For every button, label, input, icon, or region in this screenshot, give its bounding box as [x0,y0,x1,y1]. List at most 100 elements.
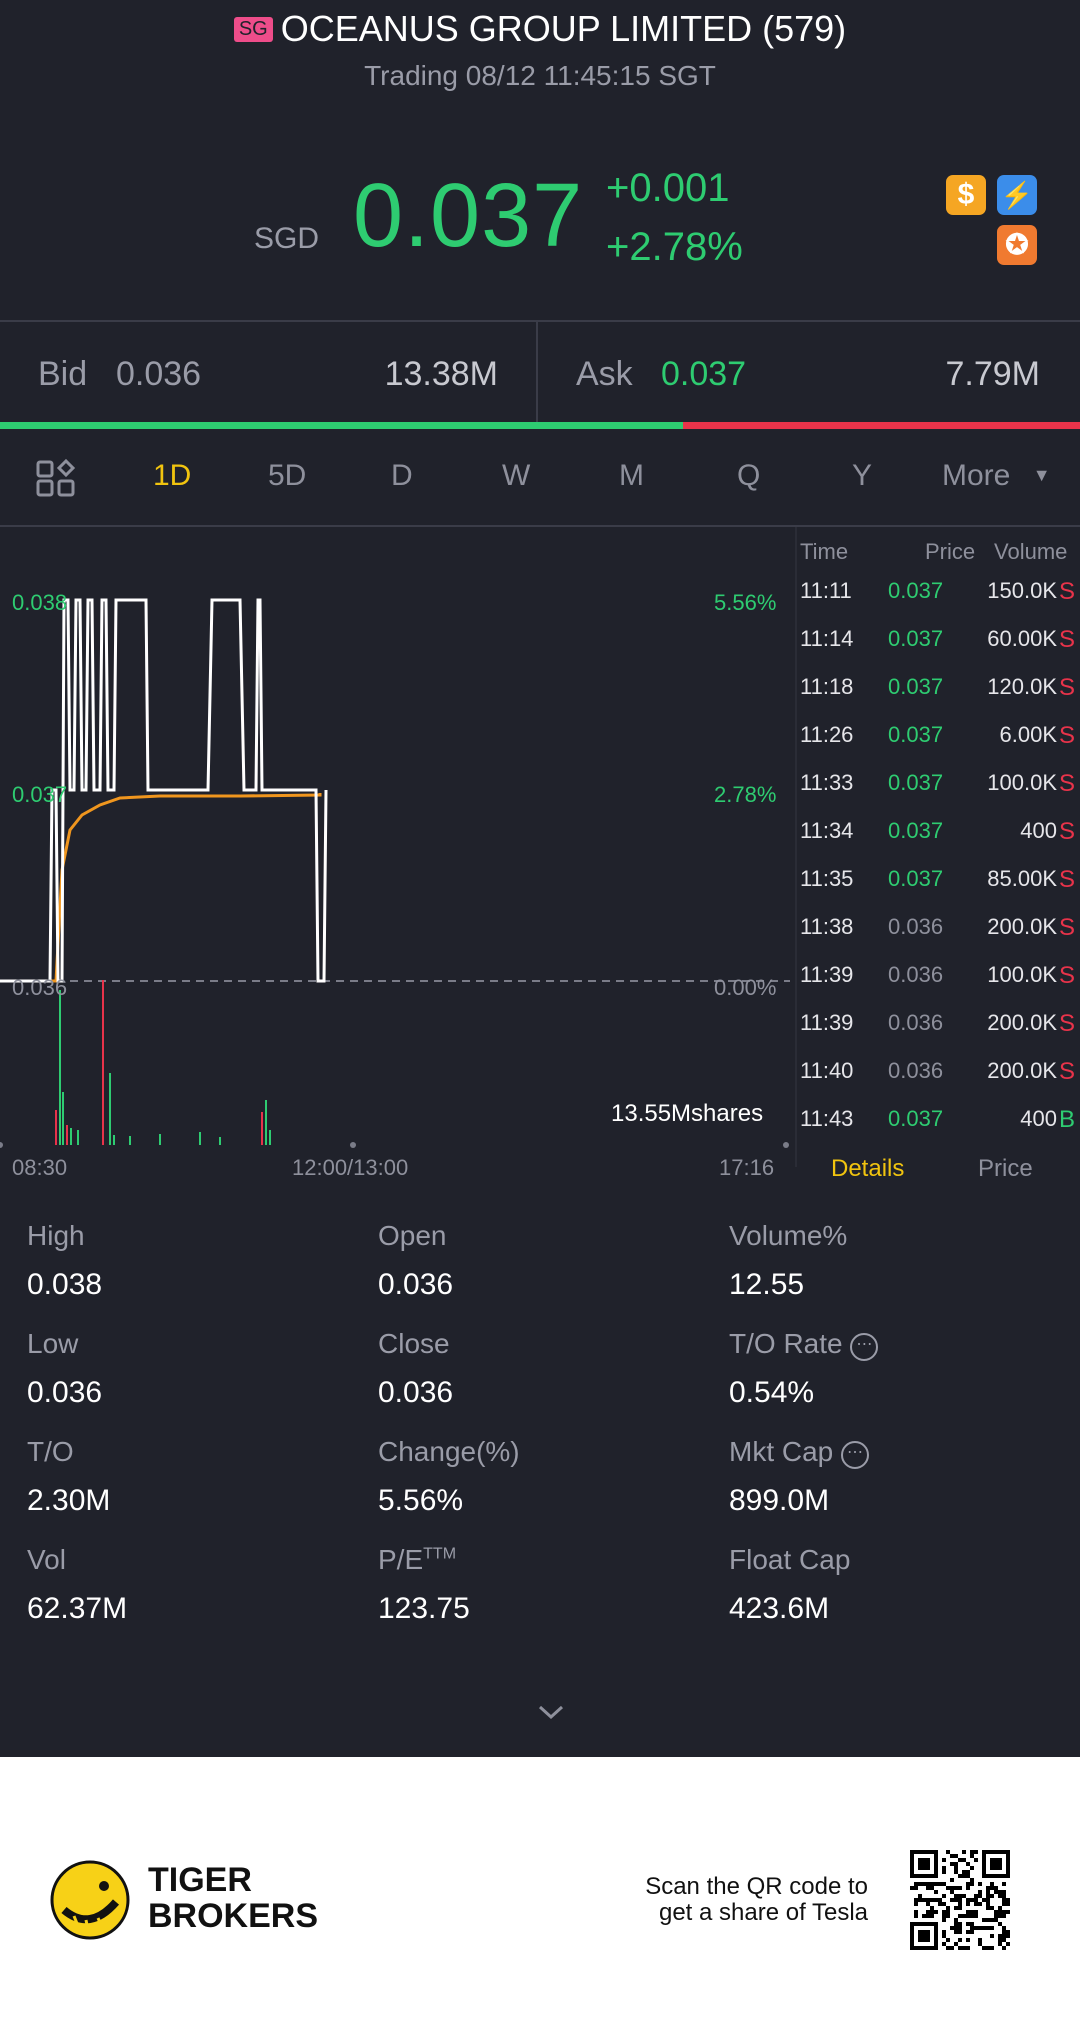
trade-volume: 200.0K [987,914,1057,939]
y-tick-low: 0.036 [12,975,68,1000]
ask-ratio-bar [683,422,1080,429]
trade-side: S [1058,914,1075,941]
info-icon[interactable]: ⋯ [850,1333,879,1361]
trade-price: 0.037 [888,578,944,603]
trades-header-volume: Volume [994,539,1068,564]
volume-total: 13.55Mshares [611,1100,764,1127]
trade-time: 11:38 [800,914,854,939]
stat-vol-value: 62.37M [27,1592,128,1625]
trade-volume: 200.0K [987,1010,1057,1035]
pe-label-sup: TTM [423,1545,457,1563]
trade-side: S [1058,674,1075,701]
pct-tick-low: 0.00% [714,975,777,1000]
y-tick-mid: 0.037 [12,782,68,807]
trade-price: 0.037 [888,818,944,843]
trade-row: 11:38 0.036 200.0K S [800,914,1075,944]
pe-label-text: P/E [378,1544,424,1575]
expand-chevron-icon[interactable] [537,1702,565,1722]
stat-pe-label: P/ETTM [378,1544,456,1576]
divider [536,322,538,422]
tab-more[interactable]: More ▼ [942,459,1051,493]
tab-price[interactable]: Price [978,1155,1033,1182]
ask-volume: 7.79M [945,355,1041,393]
tab-details[interactable]: Details [831,1155,905,1182]
ask-label: Ask [576,355,633,393]
stat-to-label: T/O [27,1436,74,1467]
divider [795,527,797,1167]
trade-time: 11:26 [800,722,854,747]
trade-row: 11:14 0.037 60.00K S [800,626,1075,656]
trade-side: S [1058,578,1075,605]
stat-changepct-value: 5.56% [378,1484,464,1517]
trade-time: 11:11 [800,578,852,603]
tab-5d[interactable]: 5D [268,459,307,492]
stat-high-label: High [27,1220,85,1251]
trade-side: S [1058,722,1075,749]
stat-vol-label: Vol [27,1544,66,1575]
trade-volume: 6.00K [999,722,1058,747]
bid-price: 0.036 [116,355,202,393]
trade-volume: 100.0K [987,770,1057,795]
stat-volpct-value: 12.55 [729,1268,805,1301]
volume-bars [55,980,271,1145]
trade-side: S [1058,866,1075,893]
x-tick-close: 17:16 [719,1155,775,1180]
stock-name: OCEANUS GROUP LIMITED (579) [280,8,847,49]
tab-y[interactable]: Y [852,459,873,492]
promo-line-1: Scan the QR code to [645,1873,868,1900]
trade-side: S [1058,1058,1075,1085]
promo-footer [0,1757,1080,2044]
trade-row: 11:34 0.037 400 S [800,818,1075,848]
trade-side: S [1058,1010,1075,1037]
tiger-logo-icon [50,1860,130,1940]
stat-changepct-label: Change(%) [378,1436,520,1467]
brand-name: TIGER BROKERS [148,1862,318,1934]
tab-d[interactable]: D [391,459,413,492]
trade-row: 11:43 0.037 400 B [800,1106,1075,1136]
qr-code[interactable] [910,1850,1010,1950]
trade-time: 11:43 [800,1106,854,1131]
tab-1d[interactable]: 1D [153,459,192,492]
options-icon[interactable]: ✪ [997,225,1037,265]
bid-ratio-bar [0,422,683,429]
promo-line-2: get a share of Tesla [658,1899,868,1926]
trade-time: 11:39 [800,1010,854,1035]
trade-side: S [1058,818,1075,845]
trades-header-time: Time [800,539,849,564]
promo-text: Scan the QR code to get a share of Tesla [560,1874,868,1926]
market-flag-badge: SG [233,17,273,42]
trade-time: 11:14 [800,626,854,651]
trade-price: 0.036 [888,914,944,939]
pct-tick-high: 5.56% [714,590,777,615]
stat-torate-value: 0.54% [729,1376,815,1409]
stat-low-value: 0.036 [27,1376,103,1409]
x-tick-open: 08:30 [12,1155,68,1180]
stat-low-label: Low [27,1328,79,1359]
trade-price: 0.037 [888,722,944,747]
stat-floatcap-label: Float Cap [729,1544,851,1575]
trade-row: 11:18 0.037 120.0K S [800,674,1075,704]
brand-line-2: BROKERS [148,1897,319,1935]
tab-q[interactable]: Q [737,459,761,492]
trade-row: 11:33 0.037 100.0K S [800,770,1075,800]
trade-time: 11:35 [800,866,854,891]
tab-w[interactable]: W [502,459,531,492]
flash-icon[interactable]: ⚡ [997,175,1037,215]
pct-tick-mid: 2.78% [714,782,777,807]
intraday-chart[interactable] [0,530,795,1170]
divider [0,320,1080,322]
trade-price: 0.036 [888,1058,944,1083]
info-icon[interactable]: ⋯ [841,1441,870,1469]
stat-open-label: Open [378,1220,447,1251]
trade-side: S [1058,770,1075,797]
stat-open-value: 0.036 [378,1268,454,1301]
trade-volume: 400 [1020,1106,1057,1131]
stat-torate-label: T/O Rate ⋯ [729,1328,879,1361]
dividend-icon[interactable]: $ [946,175,986,215]
bid-label: Bid [38,355,88,393]
stat-mktcap-label: Mkt Cap ⋯ [729,1436,870,1469]
last-price: 0.037 [353,166,584,266]
tab-m[interactable]: M [619,459,644,492]
divider [0,525,1080,527]
layout-grid-icon[interactable] [36,458,76,498]
